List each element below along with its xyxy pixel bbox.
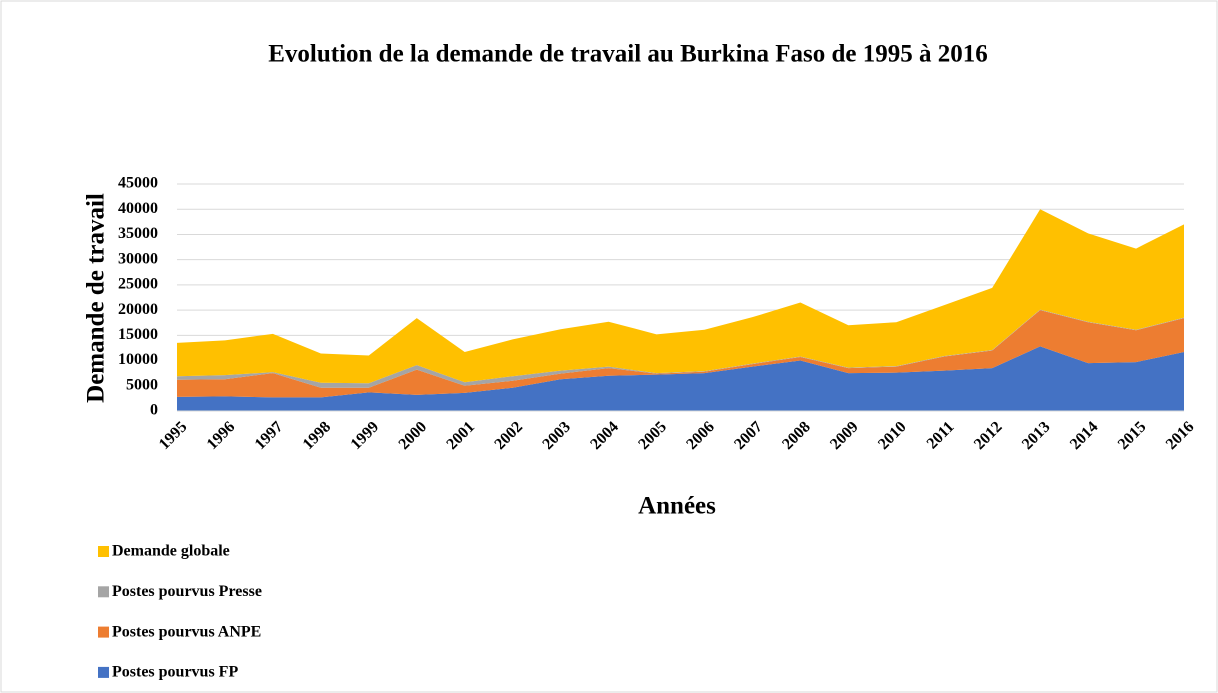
y-tick-label: 20000 [118, 301, 158, 318]
legend-swatch [98, 626, 109, 638]
y-axis-title: Demande de travail [83, 193, 110, 403]
legend-label: Postes pourvus Presse [112, 583, 262, 600]
legend-swatch [98, 666, 109, 678]
legend-swatch [98, 586, 109, 598]
legend-swatch [98, 546, 109, 557]
y-tick-label: 40000 [118, 200, 158, 217]
y-tick-label: 35000 [118, 225, 158, 242]
legend-label: Demande globale [112, 543, 230, 560]
y-tick-label: 10000 [118, 351, 158, 368]
legend-label: Postes pourvus ANPE [112, 623, 261, 640]
area [177, 310, 1184, 398]
y-tick-label: 0 [150, 402, 158, 419]
y-tick-label: 15000 [118, 326, 158, 343]
y-tick-label: 5000 [126, 376, 158, 393]
area [177, 209, 1184, 384]
legend-label: Postes pourvus FP [112, 664, 238, 681]
y-tick-label: 45000 [118, 175, 158, 192]
y-tick-label: 30000 [118, 250, 158, 267]
y-tick-label: 25000 [118, 276, 158, 293]
area [177, 346, 1184, 411]
x-axis-title: Années [638, 493, 716, 520]
chart-title: Evolution de la demande de travail au Bu… [268, 41, 988, 68]
